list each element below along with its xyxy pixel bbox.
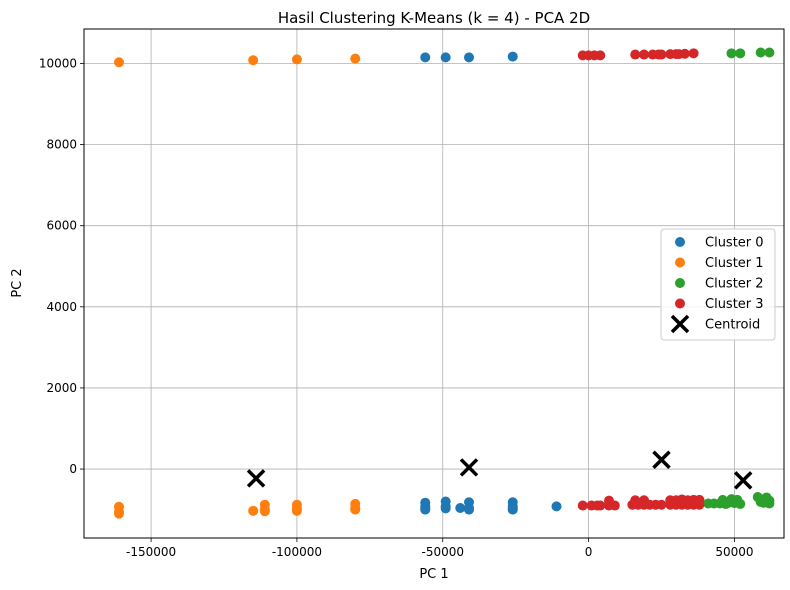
data-point: [455, 502, 466, 513]
legend-marker: [670, 314, 690, 334]
data-point: [735, 498, 746, 509]
axis-ticks: -150000 -100000 -50000 0 50000 0 2000 4000 6000 8…: [39, 56, 754, 559]
centroid-marker: [246, 469, 266, 488]
legend-label: Centroid: [705, 318, 760, 333]
data-point: [420, 52, 431, 63]
data-points: [114, 47, 775, 519]
data-point: [656, 49, 667, 60]
data-point: [350, 53, 361, 64]
data-point: [420, 504, 431, 515]
x-tick-label: -100000: [272, 545, 322, 559]
centroid-stroke: [733, 471, 753, 490]
data-point: [440, 503, 451, 514]
x-axis-label: PC 1: [419, 567, 448, 582]
centroid-marker: [459, 458, 479, 477]
legend-label: Cluster 3: [705, 297, 764, 312]
centroid-markers: [246, 450, 753, 490]
legend-marker: [675, 257, 685, 268]
legend-box: [660, 228, 776, 341]
series-cluster-2: [703, 47, 775, 509]
data-point: [630, 49, 641, 60]
data-point: [726, 48, 737, 59]
y-axis-label: PC 2: [10, 268, 25, 297]
centroid-stroke: [459, 458, 479, 477]
data-point: [577, 500, 588, 511]
data-point: [259, 506, 270, 517]
data-point: [507, 51, 518, 62]
centroid-marker: [652, 450, 671, 469]
legend-entry: Cluster 3: [675, 297, 764, 312]
data-point: [595, 500, 606, 511]
y-tick-label: 10000: [39, 56, 77, 70]
centroid-stroke: [246, 469, 266, 488]
data-point: [735, 48, 746, 59]
data-point: [679, 48, 690, 59]
data-point: [551, 501, 562, 512]
data-point: [656, 499, 667, 510]
y-tick-label: 6000: [46, 219, 77, 233]
data-point: [440, 52, 451, 63]
chart-title: Hasil Clustering K-Means (k = 4) - PCA 2…: [278, 9, 590, 27]
y-tick-label: 4000: [46, 300, 77, 314]
legend-entry: Centroid: [670, 314, 760, 334]
data-point: [350, 504, 361, 515]
centroid-stroke: [652, 450, 671, 469]
data-point: [755, 47, 766, 58]
x-tick-label: -150000: [126, 545, 176, 559]
data-point: [609, 500, 620, 511]
centroid-marker: [733, 471, 753, 490]
data-point: [639, 49, 649, 60]
data-point: [464, 52, 474, 63]
series-cluster-1: [114, 53, 361, 519]
legend-marker: [675, 237, 685, 247]
grid: [84, 29, 784, 538]
data-point: [595, 50, 606, 61]
legend-marker: [675, 298, 685, 309]
data-point: [464, 504, 474, 515]
legend-label: Cluster 2: [705, 277, 764, 292]
data-point: [694, 499, 705, 510]
series-cluster-3: [577, 48, 705, 511]
legend: Cluster 0 Cluster 1 Cluster 2 Cluster 3 Cent…: [660, 228, 776, 341]
legend-entry: Cluster 2: [675, 277, 764, 292]
legend-label: Cluster 0: [705, 236, 764, 251]
data-point: [764, 498, 775, 509]
data-point: [114, 57, 124, 68]
x-tick-label: -50000: [421, 545, 464, 559]
x-tick-label: 0: [585, 545, 593, 559]
y-tick-label: 8000: [46, 138, 77, 152]
data-point: [688, 48, 699, 59]
data-point: [248, 55, 259, 66]
data-point: [248, 505, 259, 516]
data-point: [291, 54, 302, 65]
x-tick-label: 50000: [715, 545, 753, 559]
data-point: [764, 47, 775, 58]
legend-entry: Cluster 0: [675, 236, 764, 251]
data-point: [114, 508, 124, 519]
legend-marker: [675, 278, 685, 288]
data-point: [507, 504, 518, 515]
data-point: [291, 505, 302, 516]
legend-label: Cluster 1: [705, 256, 764, 271]
y-tick-label: 0: [69, 462, 77, 476]
plot-frame: [83, 28, 785, 539]
legend-entry: Cluster 1: [675, 256, 764, 271]
series-cluster-0: [420, 51, 562, 515]
y-tick-label: 2000: [46, 381, 77, 395]
